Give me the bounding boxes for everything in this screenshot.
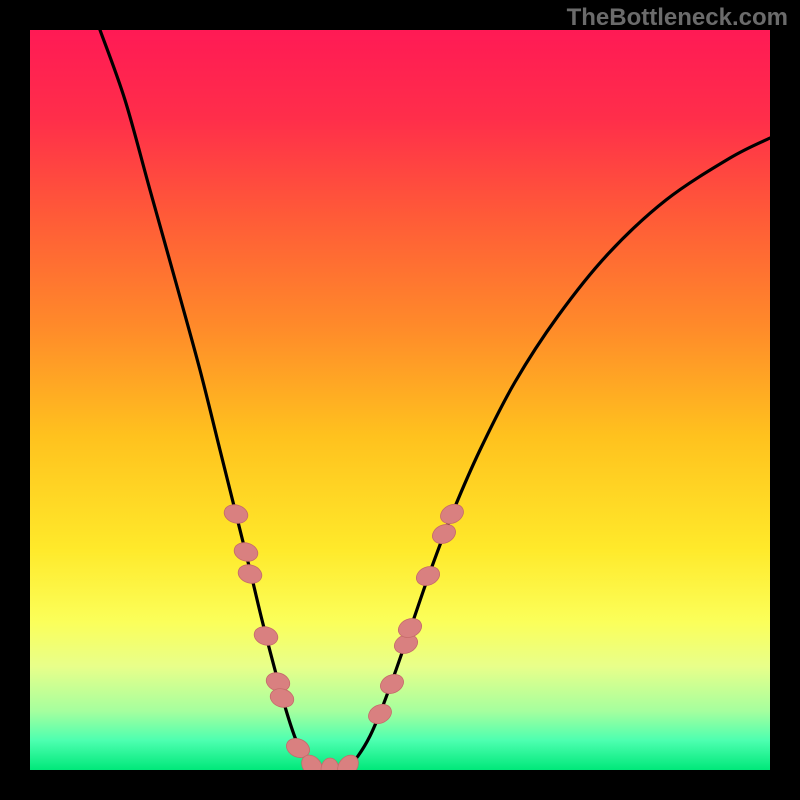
bottleneck-chart-svg [30, 30, 770, 770]
plot-area [30, 30, 770, 770]
watermark-text: TheBottleneck.com [567, 4, 788, 32]
chart-frame: TheBottleneck.com [0, 0, 800, 800]
